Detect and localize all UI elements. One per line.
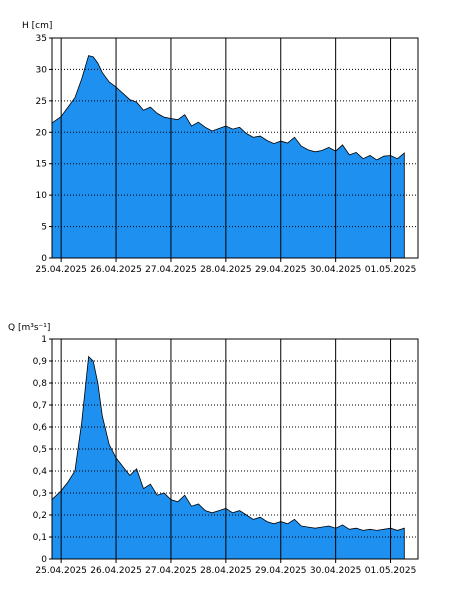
y-tick-label: 25 [36, 97, 47, 107]
x-tick-label: 28.04.2025 [200, 566, 252, 576]
x-tick-label: 25.04.2025 [35, 265, 87, 275]
ylabel: H [cm] [22, 21, 52, 31]
x-tick-label: 27.04.2025 [145, 566, 197, 576]
x-tick-label: 25.04.2025 [35, 566, 87, 576]
x-tick-label: 28.04.2025 [200, 265, 252, 275]
plot-frame [51, 37, 419, 259]
water-level-chart: H [cm] 0 5 10 15 20 25 30 35 25.04.2025 26.04.202… [22, 21, 419, 275]
x-tick-label: 29.04.2025 [255, 566, 307, 576]
x-tick-label: 26.04.2025 [90, 265, 142, 275]
plot-frame [51, 338, 419, 560]
y-tick-label: 0,6 [33, 423, 48, 433]
x-tick-label: 30.04.2025 [310, 566, 362, 576]
area-series [51, 355, 405, 560]
discharge-chart: Q [m³s⁻¹] 0 0,1 0,2 0,3 0,4 0,5 0,6 0,7 0,8 0,9 1 2… [8, 323, 419, 576]
area-series [51, 55, 405, 259]
x-tick-label: 27.04.2025 [145, 265, 197, 275]
y-tick-label: 20 [36, 128, 48, 138]
y-tick-label: 0,7 [33, 401, 47, 411]
y-tick-label: 0,4 [33, 467, 48, 477]
plot-area: 0 5 10 15 20 25 30 35 25.04.2025 26.04.2025 27.04.… [35, 34, 419, 275]
y-tick-label: 0 [41, 254, 47, 264]
y-tick-label: 0,2 [33, 511, 47, 521]
x-tick-label: 01.05.2025 [365, 265, 417, 275]
y-tick-label: 0,8 [33, 379, 48, 389]
y-tick-label: 0,3 [33, 489, 47, 499]
y-tick-label: 0,1 [33, 533, 47, 543]
y-tick-label: 1 [41, 335, 47, 345]
y-tick-label: 30 [36, 65, 48, 75]
y-tick-label: 0 [41, 555, 47, 565]
y-tick-label: 0,9 [33, 357, 48, 367]
y-tick-label: 35 [36, 34, 47, 44]
y-tick-label: 10 [36, 191, 48, 201]
y-tick-label: 5 [41, 223, 47, 233]
y-tick-label: 0,5 [33, 445, 47, 455]
y-tick-label: 15 [36, 160, 47, 170]
x-tick-label: 29.04.2025 [255, 265, 307, 275]
x-tick-label: 01.05.2025 [365, 566, 417, 576]
x-tick-label: 30.04.2025 [310, 265, 362, 275]
ylabel: Q [m³s⁻¹] [8, 323, 50, 333]
x-tick-label: 26.04.2025 [90, 566, 142, 576]
